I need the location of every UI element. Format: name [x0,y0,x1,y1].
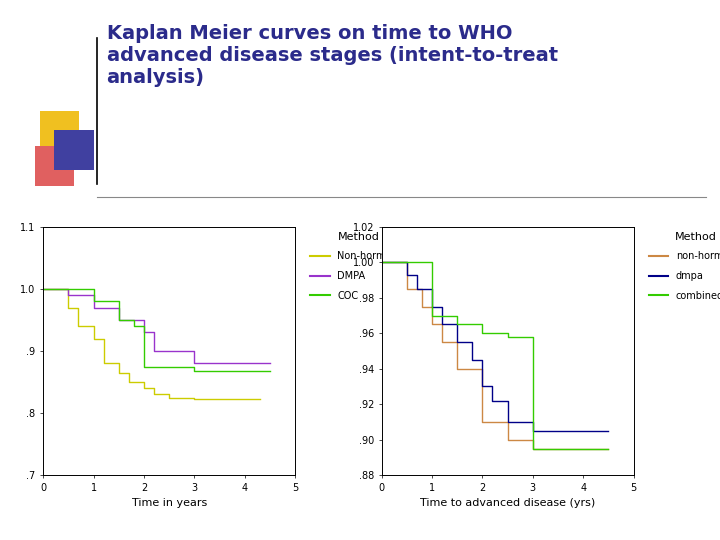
Text: Kaplan Meier curves on time to WHO
advanced disease stages (intent-to-treat
anal: Kaplan Meier curves on time to WHO advan… [107,24,558,87]
X-axis label: Time in years: Time in years [132,498,207,508]
Legend: non-hormonal, dmpa, combined: non-hormonal, dmpa, combined [649,232,720,301]
Legend: Non-hormonal, DMPA, COC: Non-hormonal, DMPA, COC [310,232,407,301]
X-axis label: Time to advanced disease (yrs): Time to advanced disease (yrs) [420,498,595,508]
